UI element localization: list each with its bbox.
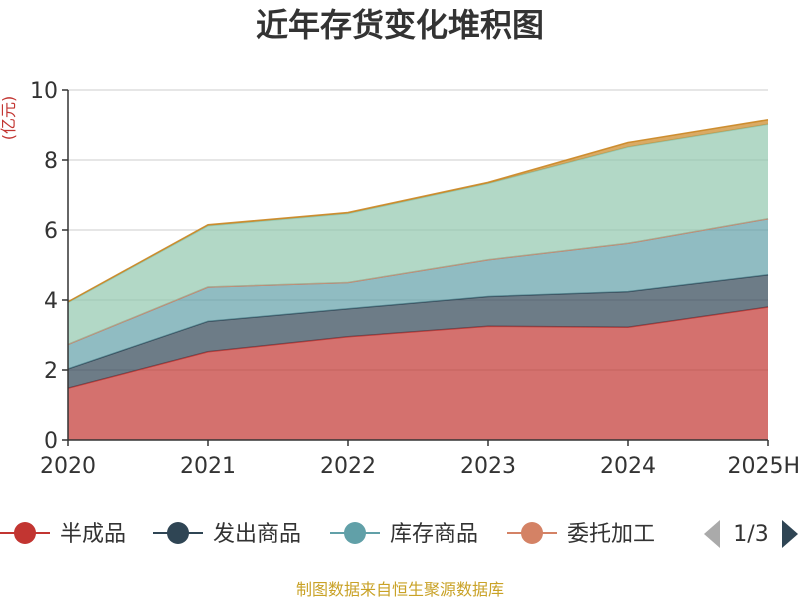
legend-marker [14,522,36,544]
x-tick-label: 2021 [180,454,236,479]
data-source-note: 制图数据来自恒生聚源数据库 [296,580,504,599]
y-tick-label: 0 [44,429,58,454]
legend-item-half-finished[interactable]: 半成品 [0,522,126,547]
legend-page-indicator: 1/3 [733,522,768,547]
y-axis-unit-label: (亿元) [0,96,18,141]
legend-item-goods-shipped[interactable]: 发出商品 [153,522,301,547]
y-tick-label: 10 [30,79,58,104]
area-series-4[interactable] [68,124,768,345]
area-series-2[interactable] [68,218,768,369]
y-tick-label: 6 [44,219,58,244]
legend-item-inventory-goods[interactable]: 库存商品 [330,522,478,547]
y-tick-labels: 0 2 4 6 8 10 [30,79,58,454]
axes [62,89,769,446]
y-tick-label: 2 [44,359,58,384]
area-series-edge-5 [67,119,769,303]
x-tick-label: 2025H [727,454,800,479]
x-tick-labels: 2020 2021 2022 2023 2024 2025H [40,454,800,479]
legend-marker [521,522,543,544]
y-tick-label: 8 [44,149,58,174]
legend-next-page-icon[interactable] [782,520,798,548]
legend-label: 库存商品 [390,522,478,547]
x-tick-label: 2024 [600,454,656,479]
legend-label: 半成品 [60,522,126,547]
x-tick-label: 2020 [40,454,96,479]
legend-label: 委托加工 [567,522,655,547]
legend-item-consigned-processing[interactable]: 委托加工 [507,522,655,547]
legend-marker [167,522,189,544]
legend-label: 发出商品 [213,522,301,547]
legend: 半成品 发出商品 库存商品 委托加工 1/3 [0,520,798,548]
area-series-0[interactable] [68,307,768,440]
y-tick-label: 4 [44,289,58,314]
legend-prev-page-icon[interactable] [704,520,720,548]
x-tick-label: 2022 [320,454,376,479]
area-series-1[interactable] [68,274,768,389]
legend-marker [344,522,366,544]
x-tick-label: 2023 [460,454,516,479]
chart-title: 近年存货变化堆积图 [256,6,544,44]
area-series-group [67,119,769,440]
